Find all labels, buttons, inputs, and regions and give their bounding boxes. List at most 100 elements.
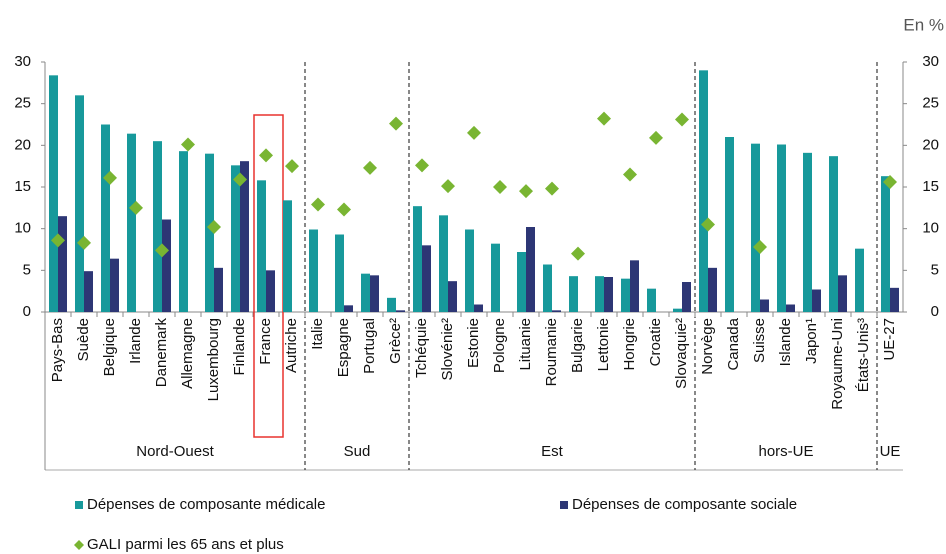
x-tick-label: France	[257, 318, 274, 365]
bar	[803, 152, 812, 312]
bar	[335, 234, 344, 312]
diamond	[311, 197, 325, 212]
bar	[283, 200, 292, 312]
x-tick-label: Allemagne	[179, 318, 196, 389]
legend-swatch	[75, 501, 83, 509]
diamond	[207, 220, 221, 234]
diamond	[259, 148, 273, 163]
bar	[214, 267, 223, 312]
group-label: UE	[880, 443, 901, 460]
bar	[309, 229, 318, 312]
diamond	[753, 240, 767, 254]
bar	[812, 289, 821, 312]
y2-tick-label: 0	[931, 303, 939, 320]
x-tick-label: Japon¹	[803, 318, 820, 364]
bar	[84, 271, 93, 312]
x-tick-label: Slovénie²	[439, 318, 456, 381]
bar	[838, 275, 847, 312]
y-tick-label: 0	[23, 303, 31, 320]
diamond	[701, 217, 715, 232]
bar	[58, 216, 67, 312]
y-tick-label: 25	[14, 95, 31, 112]
diamond	[363, 160, 377, 175]
diamond	[51, 233, 65, 248]
bar	[777, 144, 786, 312]
diamond	[675, 112, 689, 127]
bar	[110, 258, 119, 312]
bar	[257, 180, 266, 312]
bar	[474, 304, 483, 312]
group-label: Nord-Ouest	[136, 443, 214, 460]
bar	[595, 276, 604, 312]
diamond	[571, 246, 585, 261]
x-tick-label: Royaume-Uni	[829, 318, 846, 410]
y-tick-label: 15	[14, 178, 31, 195]
legend-label: Dépenses de composante médicale	[87, 496, 325, 513]
diamond	[285, 159, 299, 174]
bar	[413, 206, 422, 312]
diamond	[415, 158, 429, 173]
diamond	[493, 180, 507, 194]
bar	[127, 133, 136, 312]
x-tick-label: Belgique	[101, 318, 118, 376]
bar	[448, 281, 457, 312]
legend-label: Dépenses de composante sociale	[572, 496, 797, 513]
bar	[855, 248, 864, 312]
y-tick-label: 5	[23, 261, 31, 278]
bar	[751, 143, 760, 312]
x-tick-label: Grèce²	[387, 318, 404, 364]
y2-tick-label: 25	[922, 95, 939, 112]
x-tick-label: Hongrie	[621, 318, 638, 371]
diamond	[103, 170, 117, 185]
x-tick-label: Danemark	[153, 318, 170, 388]
bar	[162, 219, 171, 312]
y2-tick-label: 20	[922, 136, 939, 153]
bar	[682, 282, 691, 312]
x-tick-label: Italie	[309, 318, 326, 350]
bar	[422, 245, 431, 312]
bar	[699, 70, 708, 312]
unit-label: En %	[903, 15, 944, 34]
bar	[552, 310, 561, 312]
bar	[760, 299, 769, 312]
diamond	[181, 137, 195, 152]
diamond	[155, 243, 169, 258]
x-tick-label: Irlande	[127, 318, 144, 364]
y2-tick-label: 15	[922, 178, 939, 195]
bar	[75, 95, 84, 312]
x-tick-label: Slovaquie²	[673, 318, 690, 389]
bar	[361, 273, 370, 312]
y2-tick-label: 10	[922, 220, 939, 237]
x-tick-label: Roumanie	[543, 318, 560, 386]
bar	[725, 137, 734, 312]
bar	[829, 156, 838, 312]
bar	[491, 243, 500, 312]
y-tick-label: 10	[14, 220, 31, 237]
x-tick-label: Tchéquie	[413, 318, 430, 378]
bar	[439, 215, 448, 312]
x-tick-label: Suède	[75, 318, 92, 361]
legend-label: GALI parmi les 65 ans et plus	[87, 536, 284, 553]
y2-tick-label: 5	[931, 261, 939, 278]
bar	[881, 176, 890, 312]
bar	[786, 304, 795, 312]
bar	[526, 227, 535, 312]
diamond	[337, 202, 351, 217]
x-tick-label: Croatie	[647, 318, 664, 366]
x-tick-label: Pologne	[491, 318, 508, 373]
legend-swatch	[560, 501, 568, 509]
diamond	[441, 179, 455, 194]
bar	[49, 75, 58, 312]
x-tick-label: Canada	[725, 317, 742, 370]
diamond	[467, 125, 481, 140]
diamond	[519, 184, 533, 199]
x-tick-label: Espagne	[335, 318, 352, 377]
diamond	[77, 235, 91, 250]
x-tick-label: Suisse	[751, 318, 768, 363]
bar	[647, 288, 656, 312]
x-tick-label: UE-27	[881, 318, 898, 361]
legend-swatch	[74, 540, 84, 550]
group-label: hors-UE	[758, 443, 813, 460]
bar	[630, 260, 639, 312]
x-tick-label: Pays-Bas	[49, 318, 66, 382]
